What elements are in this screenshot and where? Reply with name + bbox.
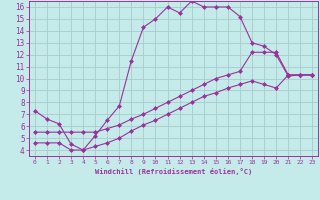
X-axis label: Windchill (Refroidissement éolien,°C): Windchill (Refroidissement éolien,°C)	[95, 168, 252, 175]
